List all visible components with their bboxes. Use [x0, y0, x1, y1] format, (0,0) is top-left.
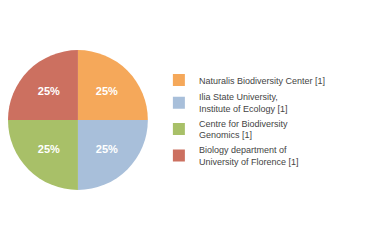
svg-text:25%: 25%	[96, 143, 118, 155]
svg-text:Naturalis Biodiversity Center: Naturalis Biodiversity Center [1]	[199, 76, 325, 86]
svg-text:25%: 25%	[38, 85, 60, 97]
svg-text:Centre for BiodiversityGenomic: Centre for BiodiversityGenomics [1]	[199, 119, 288, 141]
svg-text:25%: 25%	[96, 85, 118, 97]
svg-text:Ilia State University,Institut: Ilia State University,Institute of Ecolo…	[199, 92, 288, 114]
svg-text:25%: 25%	[38, 143, 60, 155]
svg-text:Biology department ofUniversit: Biology department ofUniversity of Flore…	[199, 145, 299, 167]
